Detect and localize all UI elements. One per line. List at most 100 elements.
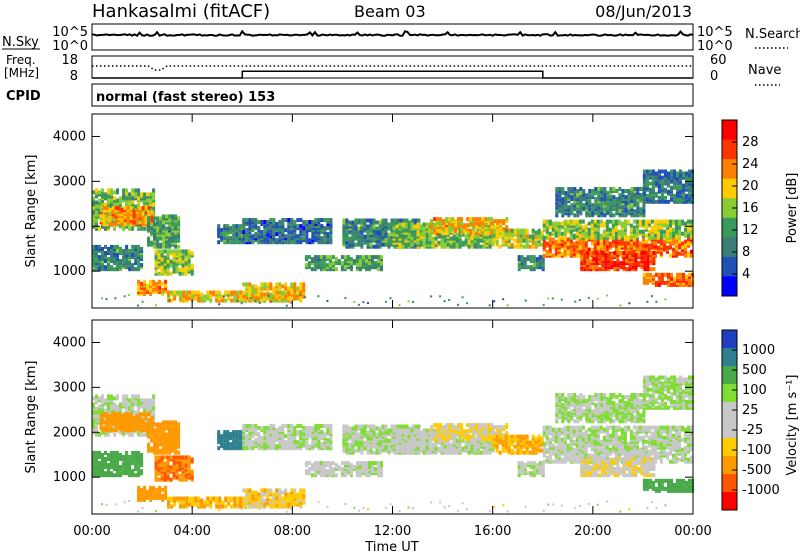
echo-cell	[640, 251, 644, 255]
echo-cell	[357, 218, 361, 223]
echo-cell	[357, 234, 361, 239]
echo-cell	[363, 234, 367, 239]
echo-cell	[478, 221, 482, 226]
echo-cell	[168, 424, 172, 429]
echo-cell	[506, 304, 509, 307]
echo-cell	[123, 222, 127, 227]
echo-cell	[95, 253, 98, 257]
echo-cell	[650, 235, 654, 240]
echo-cell	[184, 261, 188, 266]
echo-cell	[596, 219, 600, 224]
echo-cell	[490, 231, 494, 236]
echo-cell	[232, 438, 236, 443]
echo-cell	[131, 188, 135, 193]
echo-cell	[564, 191, 568, 196]
echo-cell	[614, 235, 618, 240]
echo-cell	[134, 244, 138, 249]
echo-cell	[178, 455, 182, 460]
echo-cell	[169, 251, 173, 256]
echo-cell	[634, 265, 638, 270]
echo-cell	[102, 426, 106, 431]
echo-cell	[554, 239, 558, 244]
echo-cell	[99, 420, 103, 425]
echo-cell	[184, 457, 188, 462]
echo-cell	[116, 247, 119, 251]
echo-cell	[644, 233, 648, 238]
echo-cell	[669, 241, 672, 246]
echo-cell	[591, 207, 595, 212]
echo-cell	[673, 278, 676, 283]
echo-cell	[573, 197, 577, 202]
echo-cell	[326, 232, 330, 237]
echo-cell	[626, 219, 630, 224]
echo-cell	[656, 225, 660, 230]
echo-cell	[372, 238, 376, 243]
echo-cell	[242, 436, 246, 441]
echo-cell	[120, 222, 124, 227]
echo-cell	[92, 206, 95, 211]
noise-right-tick-bottom: 10^0	[697, 39, 733, 54]
echo-cell	[128, 249, 132, 253]
echo-cell	[398, 222, 402, 227]
echo-cell	[375, 244, 379, 249]
echo-cell	[569, 219, 573, 224]
echo-cell	[606, 191, 610, 196]
echo-cell	[185, 294, 189, 299]
echo-cell	[620, 229, 624, 234]
echo-cell	[137, 453, 141, 457]
echo-cell	[125, 461, 129, 466]
echo-cell	[299, 293, 302, 296]
echo-cell	[410, 226, 414, 231]
echo-cell	[134, 261, 138, 266]
echo-cell	[564, 211, 568, 216]
echo-cell	[637, 261, 641, 266]
echo-cell	[624, 195, 628, 200]
echo-cell	[592, 257, 596, 262]
echo-cell	[688, 272, 691, 277]
echo-cell	[125, 394, 129, 399]
echo-cell	[140, 226, 144, 231]
echo-cell	[92, 255, 95, 260]
echo-cell	[128, 198, 132, 203]
echo-cell	[152, 495, 156, 500]
echo-cell	[647, 247, 651, 252]
echo-cell	[104, 408, 107, 413]
echo-cell	[653, 233, 657, 238]
echo-cell	[299, 224, 303, 229]
echo-cell	[111, 222, 115, 227]
echo-cell	[586, 259, 590, 264]
echo-cell	[122, 404, 126, 409]
echo-cell	[281, 234, 285, 239]
echo-cell	[245, 434, 249, 439]
echo-cell	[627, 201, 631, 206]
echo-cell	[357, 226, 361, 231]
echo-cell	[220, 228, 224, 233]
range-tick-label: 2000	[53, 219, 86, 234]
echo-cell	[670, 272, 673, 277]
echo-cell	[245, 218, 249, 222]
echo-cell	[564, 201, 568, 206]
echo-cell	[449, 236, 453, 241]
echo-cell	[248, 440, 252, 445]
echo-cell	[150, 422, 154, 427]
echo-cell	[579, 209, 583, 214]
echo-cell	[162, 446, 166, 451]
echo-cell	[439, 223, 443, 228]
echo-cell	[545, 235, 549, 240]
echo-cell	[656, 239, 660, 244]
echo-cell	[360, 238, 364, 243]
echo-cell	[645, 272, 649, 277]
echo-cell	[166, 455, 170, 460]
echo-cell	[101, 461, 104, 466]
echo-cell	[242, 240, 246, 245]
echo-cell	[209, 294, 213, 299]
echo-cell	[149, 497, 153, 502]
echo-cell	[343, 255, 347, 260]
echo-cell	[285, 304, 288, 307]
echo-cell	[104, 398, 107, 403]
echo-cell	[682, 195, 685, 200]
echo-cell	[422, 240, 426, 245]
echo-cell	[156, 228, 160, 233]
echo-cell	[154, 261, 158, 266]
echo-cell	[404, 238, 408, 243]
